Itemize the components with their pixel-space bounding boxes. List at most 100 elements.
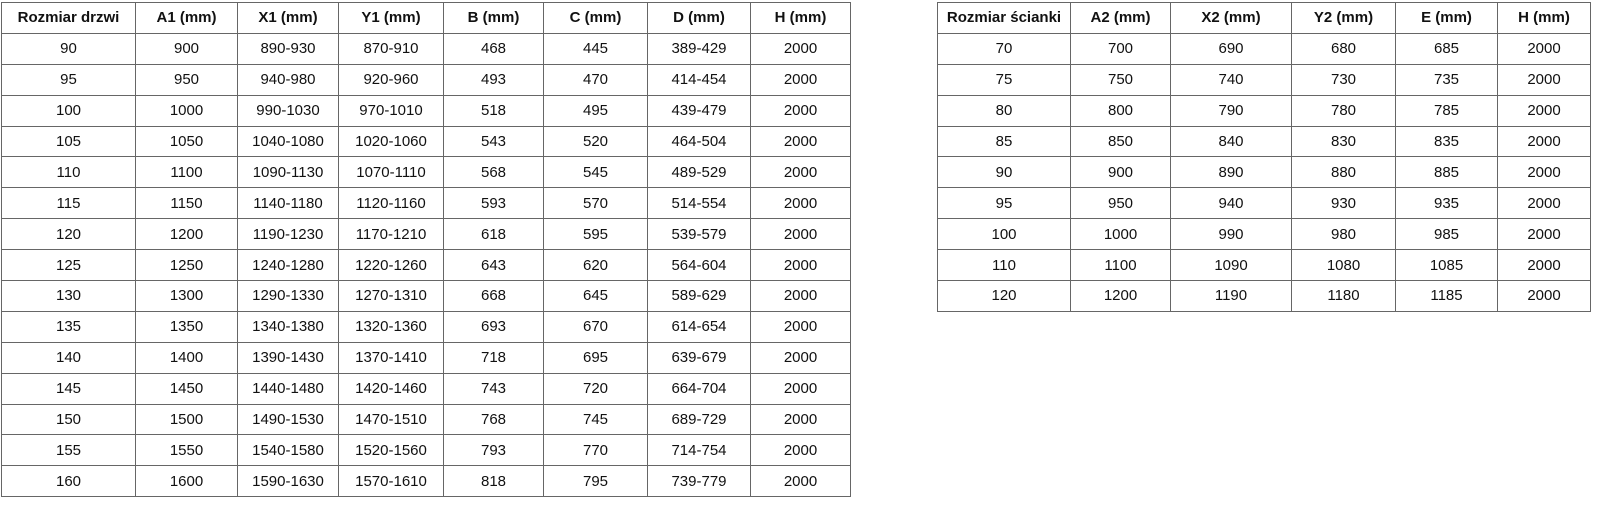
table-cell: 1190	[1170, 280, 1292, 312]
table-cell: 1120-1160	[338, 187, 444, 220]
table-cell: 850	[1070, 125, 1171, 158]
table-cell: 1080	[1291, 249, 1396, 282]
table-cell: 1550	[135, 434, 238, 467]
table-cell: 2000	[1497, 187, 1591, 220]
table-cell: 920-960	[338, 63, 444, 96]
table-row: 110 1100 1090 1080 1085 2000	[937, 249, 1591, 282]
table-cell: 100	[1, 94, 136, 127]
column-header: A1 (mm)	[135, 2, 238, 34]
table-cell: 2000	[750, 372, 851, 405]
column-header: X1 (mm)	[237, 2, 339, 34]
table-cell: 885	[1395, 156, 1498, 189]
table-cell: 95	[937, 187, 1071, 220]
table-cell: 950	[135, 63, 238, 96]
table-cell: 105	[1, 125, 136, 158]
table-cell: 1600	[135, 465, 238, 498]
table-cell: 940	[1170, 187, 1292, 220]
table-cell: 1180	[1291, 280, 1396, 312]
table-cell: 90	[937, 156, 1071, 189]
table-cell: 150	[1, 403, 136, 436]
table-cell: 155	[1, 434, 136, 467]
table-cell: 1070-1110	[338, 156, 444, 189]
table-cell: 130	[1, 280, 136, 312]
table-cell: 1100	[135, 156, 238, 189]
table-cell: 1500	[135, 403, 238, 436]
table-cell: 664-704	[647, 372, 751, 405]
table-cell: 1400	[135, 341, 238, 374]
table-cell: 1340-1380	[237, 310, 339, 343]
table-row: 120 1200 1190-1230 1170-1210 618 595 539-579 20…	[1, 218, 851, 251]
table-cell: 730	[1291, 63, 1396, 96]
table-cell: 940-980	[237, 63, 339, 96]
column-header: Rozmiar ścianki	[937, 2, 1071, 34]
table-cell: 2000	[750, 63, 851, 96]
table-cell: 1150	[135, 187, 238, 220]
table-cell: 1200	[135, 218, 238, 251]
header-row: Rozmiar ścianki A2 (mm) X2 (mm) Y2 (mm) E (m…	[937, 2, 1591, 34]
table-cell: 750	[1070, 63, 1171, 96]
table-cell: 145	[1, 372, 136, 405]
table-cell: 110	[1, 156, 136, 189]
door-table-header: Rozmiar drzwi A1 (mm) X1 (mm) Y1 (mm) B (mm)…	[1, 2, 851, 34]
table-row: 80 800 790 780 785 2000	[937, 94, 1591, 127]
table-cell: 980	[1291, 218, 1396, 251]
table-cell: 930	[1291, 187, 1396, 220]
table-cell: 120	[937, 280, 1071, 312]
table-cell: 768	[443, 403, 544, 436]
table-cell: 668	[443, 280, 544, 312]
table-cell: 80	[937, 94, 1071, 127]
table-row: 150 1500 1490-1530 1470-1510 768 745 689-729 20…	[1, 403, 851, 436]
column-header: A2 (mm)	[1070, 2, 1171, 34]
table-cell: 1185	[1395, 280, 1498, 312]
table-cell: 1085	[1395, 249, 1498, 282]
table-cell: 1490-1530	[237, 403, 339, 436]
table-row: 160 1600 1590-1630 1570-1610 818 795 739-779 20…	[1, 465, 851, 498]
column-header: H (mm)	[750, 2, 851, 34]
table-cell: 389-429	[647, 32, 751, 65]
door-table-body: 90 900 890-930 870-910 468 445 389-429 2000 95 95…	[1, 32, 851, 498]
table-cell: 2000	[750, 187, 851, 220]
table-cell: 115	[1, 187, 136, 220]
table-row: 120 1200 1190 1180 1185 2000	[937, 280, 1591, 312]
table-cell: 1390-1430	[237, 341, 339, 374]
table-cell: 2000	[750, 218, 851, 251]
table-row: 105 1050 1040-1080 1020-1060 543 520 464-504 20…	[1, 125, 851, 158]
table-row: 125 1250 1240-1280 1220-1260 643 620 564-604 20…	[1, 249, 851, 282]
table-cell: 890	[1170, 156, 1292, 189]
table-cell: 990-1030	[237, 94, 339, 127]
table-cell: 125	[1, 249, 136, 282]
table-cell: 689-729	[647, 403, 751, 436]
table-row: 155 1550 1540-1580 1520-1560 793 770 714-754 20…	[1, 434, 851, 467]
table-cell: 100	[937, 218, 1071, 251]
table-cell: 685	[1395, 32, 1498, 65]
table-row: 100 1000 990 980 985 2000	[937, 218, 1591, 251]
table-cell: 900	[135, 32, 238, 65]
table-cell: 2000	[1497, 32, 1591, 65]
table-cell: 1000	[135, 94, 238, 127]
table-row: 100 1000 990-1030 970-1010 518 495 439-479 2000	[1, 94, 851, 127]
table-cell: 1270-1310	[338, 280, 444, 312]
table-cell: 1290-1330	[237, 280, 339, 312]
table-row: 95 950 940-980 920-960 493 470 414-454 2000	[1, 63, 851, 96]
table-cell: 780	[1291, 94, 1396, 127]
table-cell: 414-454	[647, 63, 751, 96]
table-row: 90 900 890 880 885 2000	[937, 156, 1591, 189]
table-cell: 2000	[750, 94, 851, 127]
table-cell: 1090	[1170, 249, 1292, 282]
table-row: 85 850 840 830 835 2000	[937, 125, 1591, 158]
table-cell: 1100	[1070, 249, 1171, 282]
table-cell: 739-779	[647, 465, 751, 498]
table-cell: 670	[543, 310, 648, 343]
table-cell: 1520-1560	[338, 434, 444, 467]
table-cell: 743	[443, 372, 544, 405]
table-cell: 2000	[750, 125, 851, 158]
table-cell: 770	[543, 434, 648, 467]
table-cell: 935	[1395, 187, 1498, 220]
column-header: Y2 (mm)	[1291, 2, 1396, 34]
column-header: H (mm)	[1497, 2, 1591, 34]
table-cell: 1440-1480	[237, 372, 339, 405]
table-row: 95 950 940 930 935 2000	[937, 187, 1591, 220]
table-cell: 75	[937, 63, 1071, 96]
table-cell: 830	[1291, 125, 1396, 158]
table-cell: 714-754	[647, 434, 751, 467]
